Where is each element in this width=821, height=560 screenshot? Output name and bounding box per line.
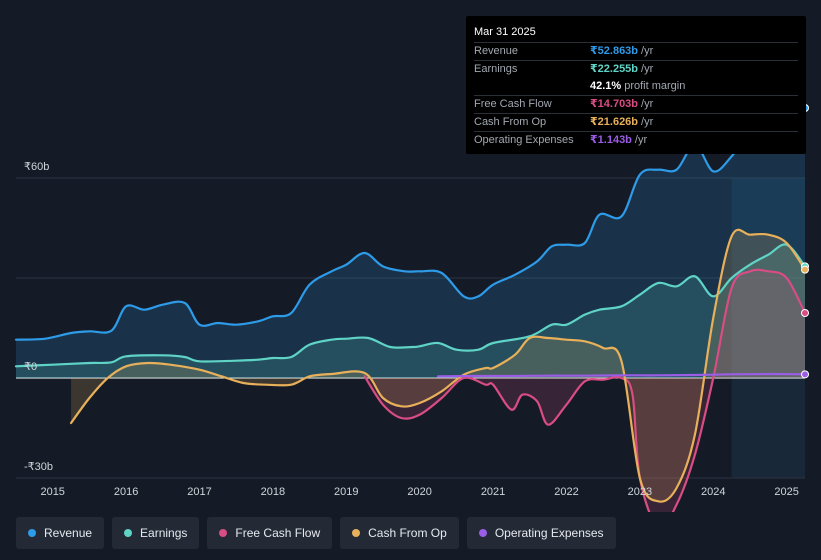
x-tick-label-2016: 2016 [114,486,138,498]
tooltip-row-profit-margin: 42.1% profit margin [474,78,798,95]
tooltip-label: Earnings [474,63,518,75]
x-tick-label-2020: 2020 [407,486,431,498]
legend-item-cash-from-op[interactable]: Cash From Op [340,517,459,549]
tooltip-row-cash-from-op: Cash From Op ₹21.626b /yr [474,113,798,131]
y-tick-label-zero: ₹0 [24,361,37,373]
x-tick-label-2022: 2022 [554,486,578,498]
tooltip-label: Cash From Op [474,116,547,128]
tooltip-unit: profit margin [624,80,686,92]
legend-label: Free Cash Flow [235,526,321,540]
y-tick-label-bottom: -₹30b [24,461,53,473]
legend-item-revenue[interactable]: Revenue [16,517,105,549]
line-operating-expenses [436,372,807,378]
tooltip-value: ₹22.255b [590,63,639,75]
line-cash-from-op [69,228,807,503]
x-tick-label-2017: 2017 [187,486,211,498]
chart: 2015 2016 2017 2018 2019 2020 2021 2022 2023 2024… [14,101,809,512]
tooltip-value: ₹52.863b [590,45,639,57]
tooltip-unit: /yr [634,134,648,146]
legend-dot-icon [219,529,228,537]
tooltip-label: Revenue [474,45,519,57]
x-tick-label-2019: 2019 [334,486,358,498]
legend-item-free-cash-flow[interactable]: Free Cash Flow [207,517,333,549]
forecast-highlight-band [731,178,805,478]
y-tick-label-top: ₹60b [24,161,49,173]
x-tick-label-2023: 2023 [628,486,652,498]
x-axis: 2015 2016 2017 2018 2019 2020 2021 2022 2023 2024… [40,486,798,498]
legend-label: Earnings [140,526,188,540]
line-earnings [14,243,807,368]
tooltip-unit: /yr [641,116,654,128]
tooltip-date: Mar 31 2025 [474,26,536,38]
legend: Revenue Earnings Free Cash Flow Cash Fro… [16,517,616,549]
tooltip-unit: /yr [641,98,654,110]
x-tick-label-2025: 2025 [774,486,798,498]
end-dot-free-cash-flow [801,309,809,317]
legend-item-earnings[interactable]: Earnings [112,517,200,549]
tooltip-value: 42.1% [590,80,622,92]
line-revenue [14,101,807,341]
area-earnings [16,244,805,378]
tooltip-label: Free Cash Flow [474,98,552,110]
legend-dot-icon [478,529,487,537]
grid [16,177,805,479]
legend-label: Cash From Op [368,526,447,540]
x-tick-label-2018: 2018 [261,486,285,498]
legend-dot-icon [28,529,36,537]
x-tick-label-2021: 2021 [481,486,505,498]
tooltip-row-earnings: Earnings ₹22.255b /yr [474,60,798,78]
area-cash-from-op [71,229,805,502]
tooltip-value: ₹1.143b [590,134,632,146]
end-dot-operating-expenses [801,370,809,379]
legend-dot-icon [124,529,133,537]
legend-dot-icon [352,529,361,537]
tooltip-unit: /yr [641,45,654,57]
legend-label: Operating Expenses [494,526,604,540]
tooltip-value: ₹14.703b [590,98,639,110]
tooltip-label [474,78,590,95]
legend-label: Revenue [44,526,93,540]
end-dot-cash-from-op [801,265,809,274]
tooltip-row-revenue: Revenue ₹52.863b /yr [474,42,798,60]
tooltip-label: Operating Expenses [474,134,574,146]
line-free-cash-flow [363,268,807,512]
series-lines [14,101,807,512]
legend-item-operating-expenses[interactable]: Operating Expenses [466,517,616,549]
tooltip-value: ₹21.626b [590,116,639,128]
tooltip: Mar 31 2025 Revenue ₹52.863b /yr Earning… [466,16,806,154]
tooltip-unit: /yr [641,63,654,75]
x-tick-label-2024: 2024 [701,486,725,498]
x-tick-label-2015: 2015 [40,486,64,498]
tooltip-row-operating-expenses: Operating Expenses ₹1.143b /yr [474,131,798,149]
tooltip-row-free-cash-flow: Free Cash Flow ₹14.703b /yr [474,95,798,113]
